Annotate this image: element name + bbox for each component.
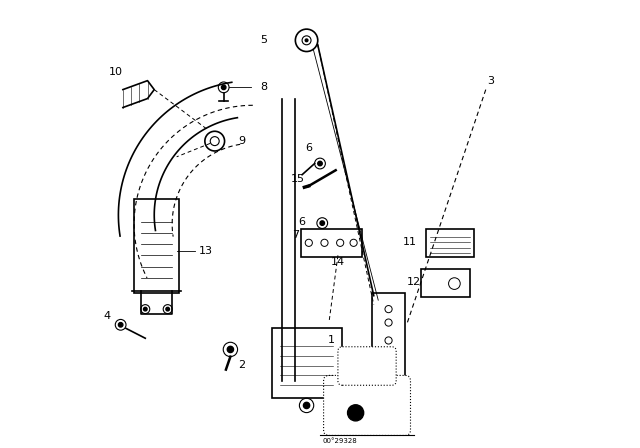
Circle shape xyxy=(227,346,234,353)
Text: 1: 1 xyxy=(328,336,335,345)
FancyBboxPatch shape xyxy=(301,229,362,257)
Text: 9: 9 xyxy=(238,136,245,146)
Circle shape xyxy=(118,323,123,327)
Text: 6: 6 xyxy=(299,217,305,227)
Text: 12: 12 xyxy=(407,277,421,287)
FancyBboxPatch shape xyxy=(338,347,396,385)
Circle shape xyxy=(320,221,324,225)
Text: 5: 5 xyxy=(260,35,268,45)
FancyBboxPatch shape xyxy=(134,199,179,293)
FancyBboxPatch shape xyxy=(371,293,405,423)
Text: 3: 3 xyxy=(487,76,493,86)
Circle shape xyxy=(221,85,226,90)
FancyBboxPatch shape xyxy=(271,328,342,398)
Text: 8: 8 xyxy=(260,82,268,92)
Text: 13: 13 xyxy=(199,246,212,256)
Text: 4: 4 xyxy=(104,311,111,321)
Text: 2: 2 xyxy=(238,360,245,370)
Text: 11: 11 xyxy=(403,237,417,247)
Circle shape xyxy=(166,307,170,311)
Text: 14: 14 xyxy=(331,257,345,267)
Circle shape xyxy=(143,307,147,311)
FancyBboxPatch shape xyxy=(426,229,474,257)
FancyBboxPatch shape xyxy=(421,269,470,297)
Circle shape xyxy=(305,39,308,42)
Circle shape xyxy=(317,161,323,166)
Circle shape xyxy=(303,402,310,409)
Text: 7: 7 xyxy=(292,230,299,240)
Text: 10: 10 xyxy=(109,67,123,77)
Text: 6: 6 xyxy=(305,143,312,153)
Circle shape xyxy=(348,405,364,421)
FancyBboxPatch shape xyxy=(324,375,410,435)
Text: 00°29328: 00°29328 xyxy=(323,438,358,444)
Text: 15: 15 xyxy=(291,174,305,184)
